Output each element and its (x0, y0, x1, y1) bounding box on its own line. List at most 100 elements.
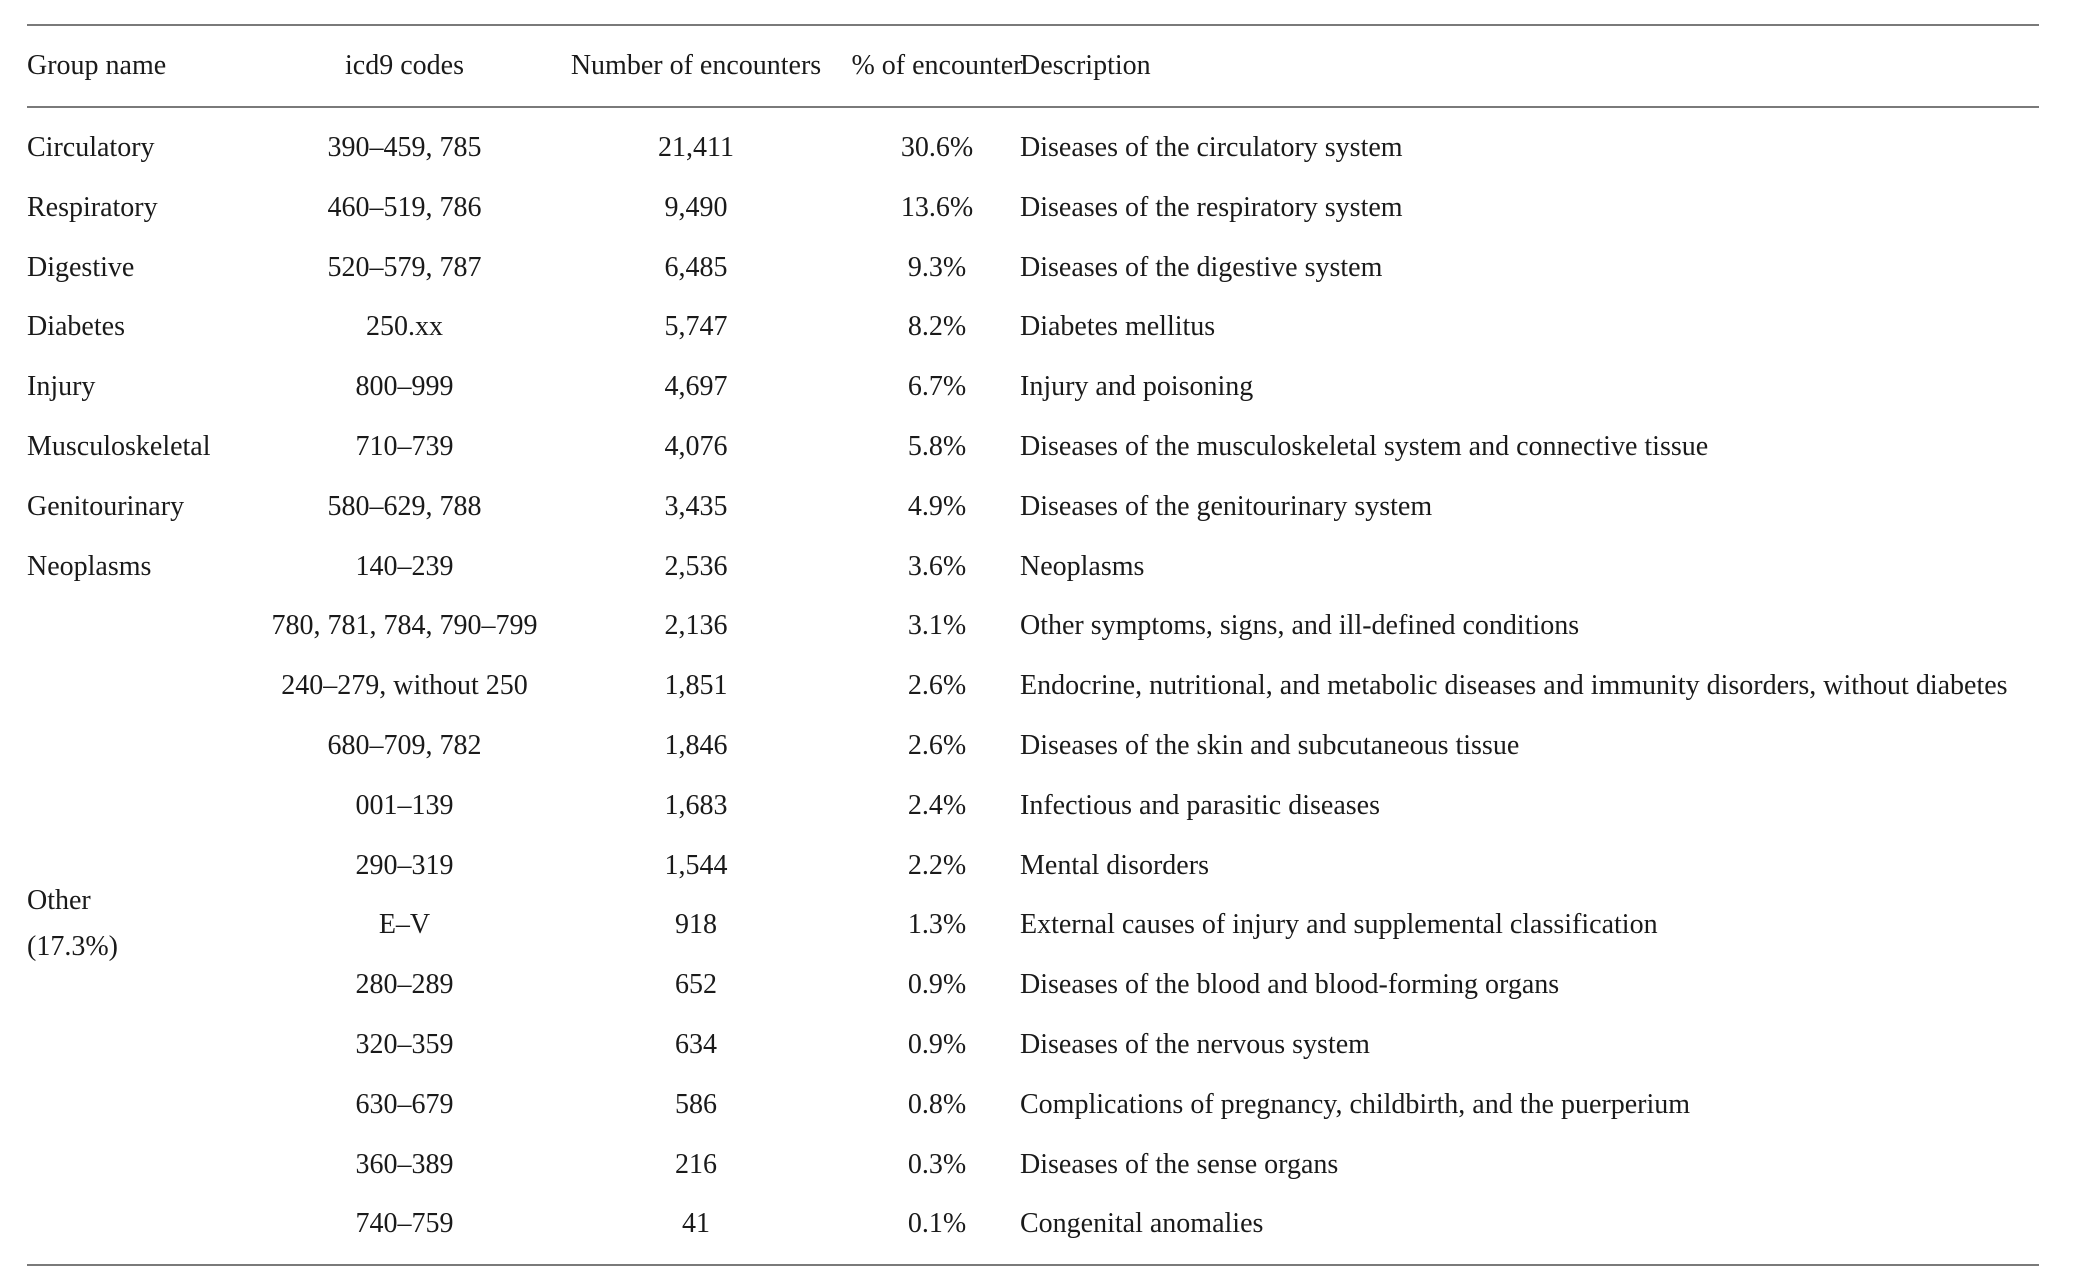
bottom-rule (27, 1264, 2039, 1266)
row-encounter-count: 634 (675, 1029, 717, 1060)
row-description: Diseases of the digestive system (1020, 252, 1383, 283)
row-encounter-count: 3,435 (664, 491, 728, 522)
row-encounter-percent: 2.6% (907, 670, 967, 701)
row-encounter-count: 9,490 (664, 192, 728, 223)
row-icd9-codes: 280–289 (355, 969, 454, 1000)
row-encounter-percent: 0.1% (907, 1208, 967, 1239)
row-description: Endocrine, nutritional, and metabolic di… (1020, 670, 2008, 701)
row-encounter-percent: 0.9% (907, 1029, 967, 1060)
header-rule (27, 106, 2039, 108)
row-encounter-count: 41 (682, 1208, 710, 1239)
row-encounter-percent: 13.6% (900, 192, 974, 223)
row-icd9-codes: 710–739 (355, 431, 454, 462)
table-row: 780, 781, 784, 790–799 2,136 3.1% Other sym… (27, 596, 2039, 656)
row-description: Diseases of the respiratory system (1020, 192, 1403, 223)
row-encounter-percent: 2.2% (907, 850, 967, 881)
row-description: Other symptoms, signs, and ill-defined c… (1020, 610, 1580, 641)
row-encounter-percent: 2.6% (907, 730, 967, 761)
table-row: 680–709, 782 1,846 2.6% Diseases of the ski… (27, 716, 2039, 776)
row-encounter-count: 4,697 (664, 371, 728, 402)
row-encounter-percent: 4.9% (907, 491, 967, 522)
row-description: Infectious and parasitic diseases (1020, 790, 1380, 821)
table-row: Musculoskeletal 710–739 4,076 5.8% Diseases … (27, 417, 2039, 477)
row-encounter-count: 6,485 (664, 252, 728, 283)
row-encounter-percent: 3.1% (907, 610, 967, 641)
row-description: Injury and poisoning (1020, 371, 1254, 402)
row-encounter-percent: 30.6% (900, 132, 974, 163)
row-encounter-count: 5,747 (664, 311, 728, 342)
row-group-name: Circulatory (27, 132, 155, 163)
row-icd9-codes: 800–999 (355, 371, 454, 402)
row-encounter-count: 1,846 (664, 730, 728, 761)
row-icd9-codes: 390–459, 785 (327, 132, 482, 163)
row-encounter-percent: 5.8% (907, 431, 967, 462)
row-encounter-percent: 6.7% (907, 371, 967, 402)
table-row: 240–279, without 250 1,851 2.6% Endocrine, … (27, 656, 2039, 716)
row-encounter-percent: 0.3% (907, 1149, 967, 1180)
row-description: Congenital anomalies (1020, 1208, 1264, 1239)
table-row: 280–289 652 0.9% Diseases of the blood and … (27, 955, 2039, 1015)
table-row: Genitourinary 580–629, 788 3,435 4.9% Diseas… (27, 477, 2039, 537)
row-encounter-percent: 9.3% (907, 252, 967, 283)
table-row: Respiratory 460–519, 786 9,490 13.6% Disease… (27, 178, 2039, 238)
row-description: Diseases of the blood and blood-forming … (1020, 969, 1560, 1000)
row-group-name: Neoplasms (27, 551, 152, 582)
header-group-name: Group name (27, 50, 167, 81)
row-description: External causes of injury and supplement… (1020, 909, 1658, 940)
row-encounter-percent: 0.8% (907, 1089, 967, 1120)
row-icd9-codes: E–V (378, 909, 431, 940)
other-group-label: Other (17.3%) (27, 878, 118, 970)
row-encounter-count: 216 (675, 1149, 717, 1180)
header-number-of-encounters: Number of encounters (570, 50, 822, 81)
header-icd9-codes: icd9 codes (345, 50, 464, 81)
table-row: Diabetes 250.xx 5,747 8.2% Diabetes mellitus (27, 297, 2039, 357)
row-encounter-count: 586 (675, 1089, 717, 1120)
row-encounter-percent: 8.2% (907, 311, 967, 342)
row-description: Diseases of the musculoskeletal system a… (1020, 431, 1709, 462)
row-icd9-codes: 580–629, 788 (327, 491, 482, 522)
row-group-name: Digestive (27, 252, 135, 283)
row-icd9-codes: 520–579, 787 (327, 252, 482, 283)
row-description: Diseases of the sense organs (1020, 1149, 1339, 1180)
header-percent-of-encounter: % of encounter (851, 50, 1023, 81)
row-icd9-codes: 360–389 (355, 1149, 454, 1180)
row-description: Diseases of the skin and subcutaneous ti… (1020, 730, 1520, 761)
row-encounter-count: 2,136 (664, 610, 728, 641)
header-row: Group name icd9 codes Number of encounte… (27, 36, 2039, 96)
table-row: 740–759 41 0.1% Congenital anomalies (27, 1194, 2039, 1254)
row-icd9-codes: 001–139 (355, 790, 454, 821)
row-icd9-codes: 140–239 (355, 551, 454, 582)
table-row: 630–679 586 0.8% Complications of pregnancy… (27, 1075, 2039, 1135)
table-row: Neoplasms 140–239 2,536 3.6% Neoplasms (27, 537, 2039, 597)
table-row: 320–359 634 0.9% Diseases of the nervous sy… (27, 1015, 2039, 1075)
other-group-name: Other (27, 885, 91, 916)
row-encounter-percent: 3.6% (907, 551, 967, 582)
row-encounter-count: 652 (675, 969, 717, 1000)
row-group-name: Injury (27, 371, 96, 402)
row-icd9-codes: 740–759 (355, 1208, 454, 1239)
table-row: E–V 918 1.3% External causes of injury and … (27, 895, 2039, 955)
table-row: 360–389 216 0.3% Diseases of the sense orga… (27, 1135, 2039, 1195)
row-encounter-percent: 0.9% (907, 969, 967, 1000)
table-row: Digestive 520–579, 787 6,485 9.3% Diseases o… (27, 238, 2039, 298)
row-group-name: Genitourinary (27, 491, 185, 522)
row-description: Diseases of the genitourinary system (1020, 491, 1433, 522)
row-description: Diseases of the circulatory system (1020, 132, 1403, 163)
row-encounter-count: 21,411 (658, 132, 734, 163)
table-row: 290–319 1,544 2.2% Mental disorders (27, 836, 2039, 896)
row-encounter-count: 1,544 (664, 850, 728, 881)
row-icd9-codes: 290–319 (355, 850, 454, 881)
row-icd9-codes: 680–709, 782 (327, 730, 482, 761)
row-icd9-codes: 630–679 (355, 1089, 454, 1120)
row-description: Neoplasms (1020, 551, 1145, 582)
row-description: Complications of pregnancy, childbirth, … (1020, 1089, 1691, 1120)
row-encounter-count: 2,536 (664, 551, 728, 582)
table-row: Injury 800–999 4,697 6.7% Injury and poisoni… (27, 357, 2039, 417)
header-description: Description (1020, 50, 1151, 81)
row-encounter-count: 1,851 (664, 670, 728, 701)
row-group-name: Respiratory (27, 192, 158, 223)
row-group-name: Musculoskeletal (27, 431, 211, 462)
other-group-percent: (17.3%) (27, 931, 118, 962)
row-icd9-codes: 320–359 (355, 1029, 454, 1060)
row-encounter-count: 918 (675, 909, 717, 940)
